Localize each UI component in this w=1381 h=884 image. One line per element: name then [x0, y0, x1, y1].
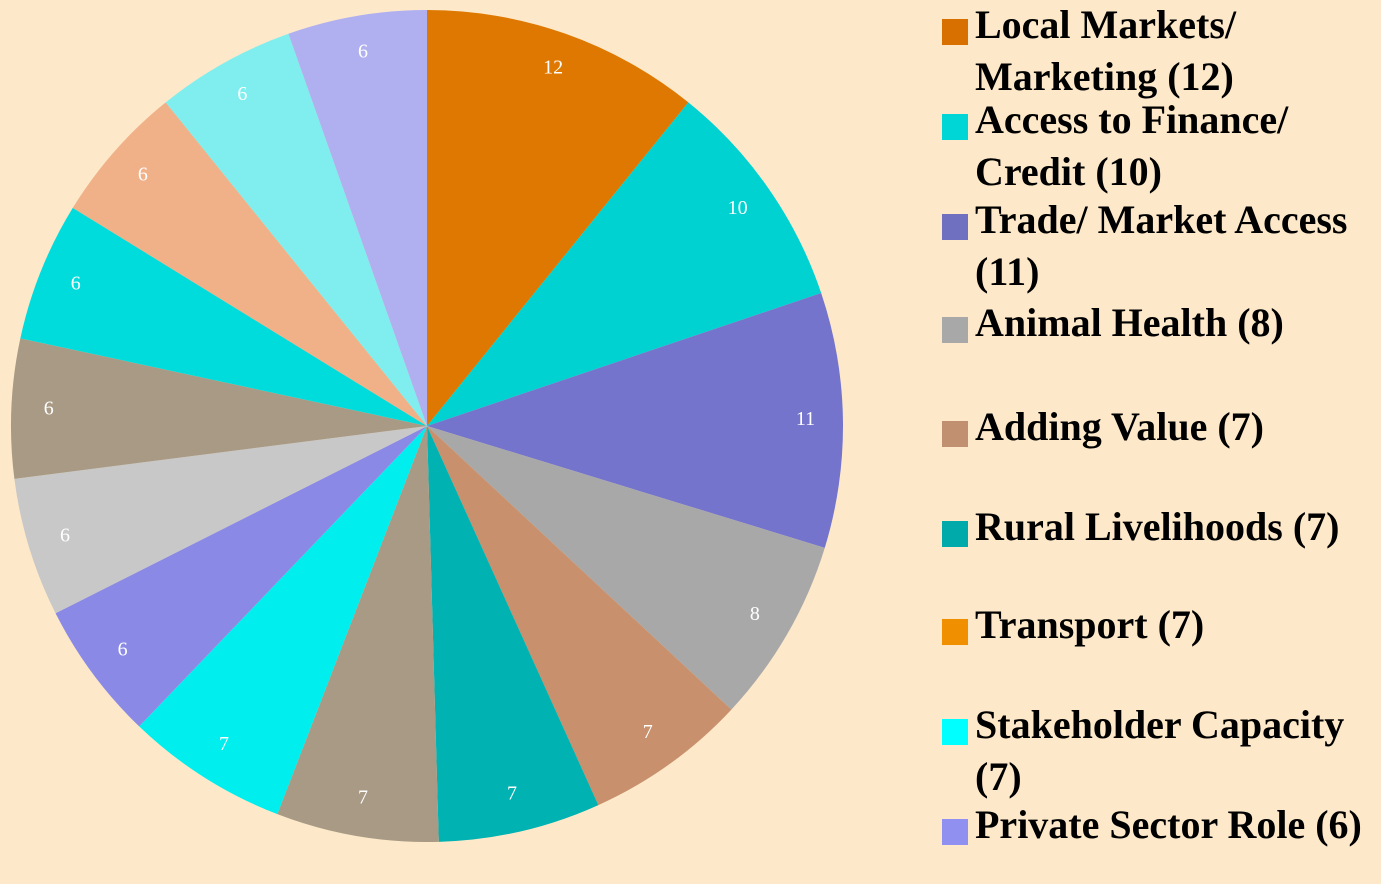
legend-swatch	[942, 421, 968, 447]
value-label: 10	[728, 197, 748, 219]
legend-label: Private Sector Role (6)	[975, 802, 1362, 847]
pie-slice	[165, 33, 428, 427]
pie-slice	[427, 102, 822, 426]
legend-swatch	[942, 114, 968, 140]
legend-swatch	[942, 317, 968, 343]
legend-swatch	[942, 719, 968, 745]
legend-swatch	[942, 19, 968, 45]
value-label: 6	[71, 272, 81, 294]
value-label: 6	[237, 83, 247, 105]
pie-slice	[20, 207, 427, 426]
legend-label: Trade/ Market Access (11)	[975, 197, 1348, 294]
pie-slice	[427, 10, 689, 426]
value-label: 7	[358, 787, 368, 809]
pie-slice	[288, 10, 427, 426]
value-label: 6	[138, 163, 148, 185]
legend-label: Rural Livelihoods (7)	[975, 504, 1340, 549]
value-label: 6	[358, 40, 368, 62]
value-label: 6	[118, 639, 128, 661]
value-label: 11	[796, 408, 815, 430]
legend-label: Adding Value (7)	[975, 404, 1264, 449]
legend-label: Transport (7)	[975, 602, 1205, 647]
value-label: 6	[44, 398, 54, 420]
pie-slice	[427, 426, 825, 710]
pie-slice	[427, 426, 732, 806]
legend-label: Access to Finance/ Credit (10)	[975, 97, 1289, 194]
legend-swatch	[942, 521, 968, 547]
pie-slice	[55, 426, 427, 727]
pie-slice	[72, 102, 427, 426]
pie-slice	[14, 426, 428, 614]
legend-swatch	[942, 819, 968, 845]
value-label: 7	[643, 721, 653, 743]
pie-slice	[11, 338, 427, 479]
legend-swatch	[942, 214, 968, 240]
pie-slice	[139, 426, 427, 815]
legend-label: Stakeholder Capacity (7)	[975, 702, 1345, 799]
pie-slice	[277, 426, 439, 842]
value-label: 7	[507, 782, 517, 804]
value-label: 12	[543, 57, 563, 79]
legend-label: Animal Health (8)	[975, 300, 1284, 345]
legend-label: Local Markets/ Marketing (12)	[975, 2, 1237, 99]
value-label: 7	[219, 733, 229, 755]
pie-slice	[427, 292, 843, 548]
pie-slice	[427, 426, 599, 842]
value-label: 6	[60, 524, 70, 546]
legend-swatch	[942, 619, 968, 645]
value-label: 8	[750, 603, 760, 625]
